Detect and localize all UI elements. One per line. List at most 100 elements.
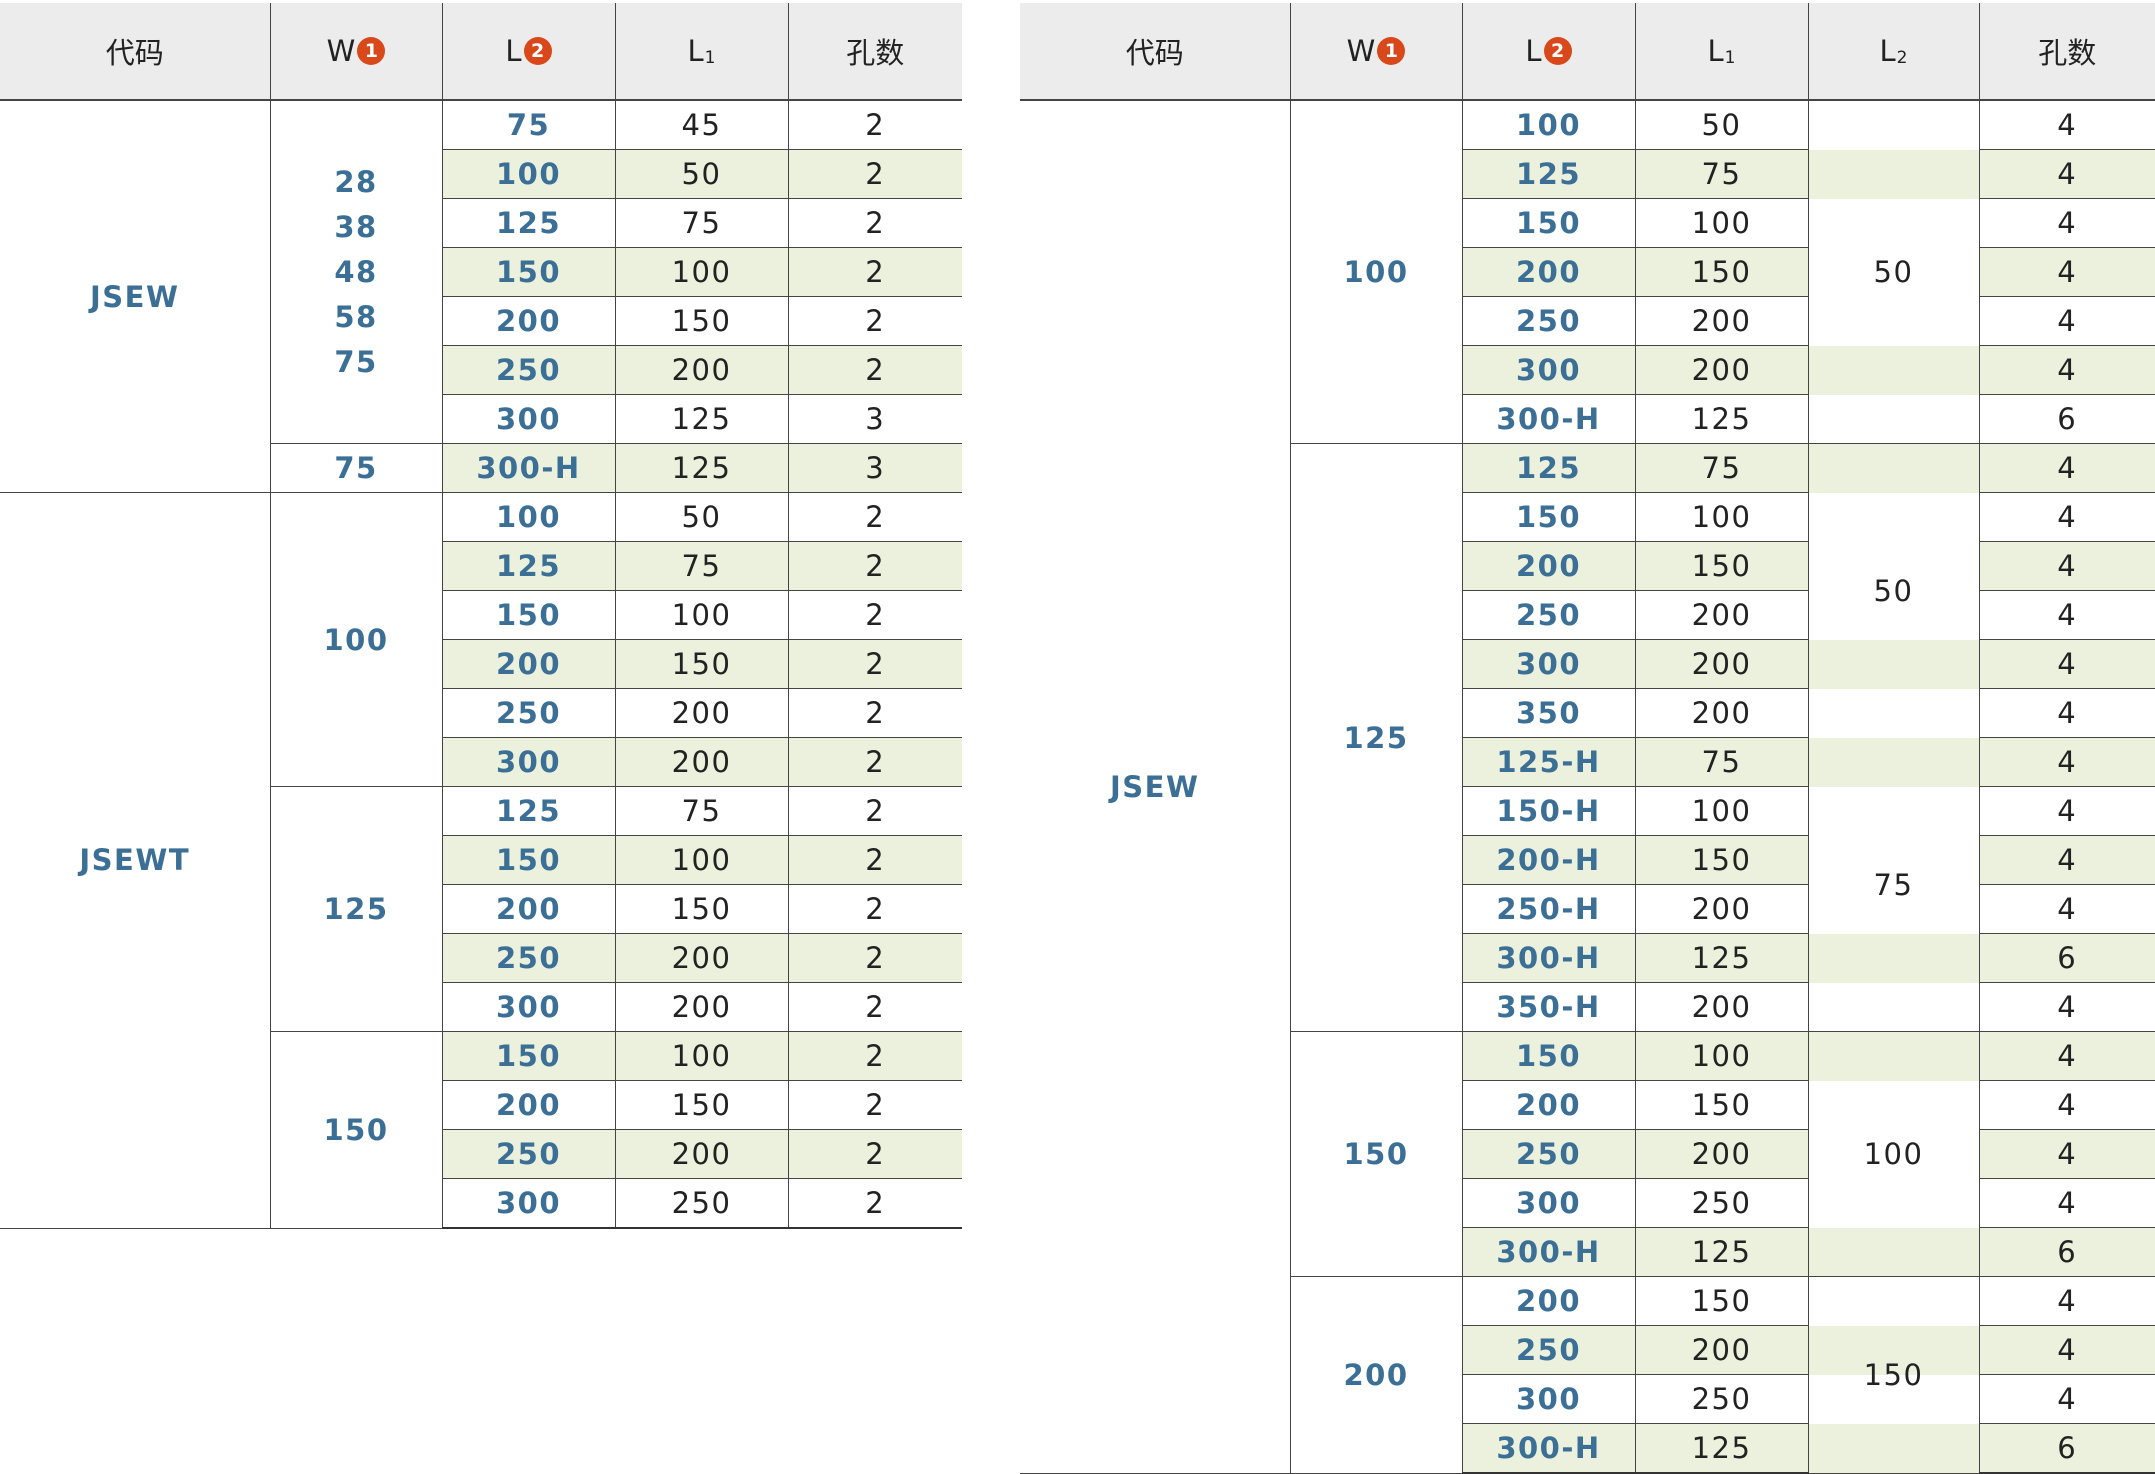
table-row: 300 200 2 xyxy=(0,982,962,1032)
code-cell: JSEW xyxy=(1020,100,1291,1474)
w-cell: 100 xyxy=(270,492,443,787)
table-row: 200 150 2 xyxy=(0,296,962,346)
l-cell: 250 xyxy=(1462,296,1636,346)
l-cell: 250 xyxy=(442,345,616,395)
l2-cell xyxy=(1808,1031,1980,1081)
holes-cell: 4 xyxy=(1979,590,2155,640)
l-cell: 125 xyxy=(1462,443,1636,493)
l-cell: 200 xyxy=(1462,541,1636,591)
holes-cell: 4 xyxy=(1979,541,2155,591)
l2-cell xyxy=(1808,982,1980,1032)
table-row: 125 125 75 2 xyxy=(0,786,962,1032)
l1-cell: 250 xyxy=(1635,1178,1809,1228)
holes-cell: 2 xyxy=(788,541,962,591)
holes-cell: 4 xyxy=(1979,1276,2155,1326)
table-row: 100 50 2 xyxy=(0,149,962,199)
holes-cell: 4 xyxy=(1979,296,2155,346)
l2-cell xyxy=(1808,1374,1980,1424)
table-row: 75 300-H 125 3 xyxy=(0,443,962,493)
l1-cell: 100 xyxy=(615,835,789,885)
table-row: 150 100 4 xyxy=(1020,198,2155,248)
l-cell: 100 xyxy=(442,149,616,199)
table-row: 250 200 2 xyxy=(0,688,962,738)
holes-cell: 2 xyxy=(788,100,962,150)
l2-cell xyxy=(1808,1227,1980,1277)
holes-cell: 4 xyxy=(1979,492,2155,542)
l2-cell xyxy=(1808,737,1980,787)
l-cell: 250 xyxy=(442,933,616,983)
table-row: 150 100 2 xyxy=(0,247,962,297)
table-row: 350-H 200 4 xyxy=(1020,982,2155,1032)
holes-cell: 4 xyxy=(1979,786,2155,836)
l-cell: 100 xyxy=(442,492,616,542)
l1-cell: 100 xyxy=(615,1031,789,1081)
holes-cell: 2 xyxy=(788,1129,962,1179)
table-row: 250 200 2 xyxy=(0,1129,962,1179)
l1-cell: 100 xyxy=(1635,786,1809,836)
l1-cell: 200 xyxy=(1635,1325,1809,1375)
holes-cell: 6 xyxy=(1979,1423,2155,1474)
l2-cell xyxy=(1808,1178,1980,1228)
l-cell: 300-H xyxy=(442,443,616,493)
l-cell: 250 xyxy=(1462,1325,1636,1375)
l1-cell: 50 xyxy=(615,149,789,199)
holes-cell: 4 xyxy=(1979,1080,2155,1130)
holes-cell: 2 xyxy=(788,345,962,395)
l-cell: 150 xyxy=(1462,198,1636,248)
code-cell: JSEWT xyxy=(0,492,271,1229)
header-l1: L1 xyxy=(1635,3,1809,101)
l-cell: 125-H xyxy=(1462,737,1636,787)
l1-cell: 125 xyxy=(1635,1423,1809,1474)
l-cell: 250 xyxy=(442,688,616,738)
holes-cell: 6 xyxy=(1979,394,2155,444)
holes-cell: 2 xyxy=(788,1080,962,1130)
l-cell: 125 xyxy=(442,786,616,836)
l1-cell: 200 xyxy=(1635,982,1809,1032)
l1-cell: 100 xyxy=(615,590,789,640)
l1-cell: 125 xyxy=(1635,394,1809,444)
holes-cell: 4 xyxy=(1979,100,2155,150)
holes-cell: 2 xyxy=(788,688,962,738)
l2-cell xyxy=(1808,933,1980,983)
l-cell: 250 xyxy=(1462,1129,1636,1179)
l1-cell: 150 xyxy=(1635,247,1809,297)
l2-cell xyxy=(1808,492,1980,542)
holes-cell: 2 xyxy=(788,737,962,787)
l-cell: 150 xyxy=(442,247,616,297)
l-cell: 300-H xyxy=(1462,1227,1636,1277)
circle-2-badge: 2 xyxy=(523,37,552,65)
table-row: 125 75 2 xyxy=(0,198,962,248)
table-row: 300 200 2 xyxy=(0,737,962,787)
l1-cell: 150 xyxy=(615,639,789,689)
w-cell: 150 xyxy=(1290,1031,1463,1277)
table-row: 250 200 4 xyxy=(1020,590,2155,640)
holes-cell: 2 xyxy=(788,786,962,836)
l1-cell: 125 xyxy=(615,443,789,493)
table-row: 125 75 4 xyxy=(1020,149,2155,199)
l1-cell: 200 xyxy=(615,1129,789,1179)
table-row: 300 200 4 xyxy=(1020,639,2155,689)
l2-cell xyxy=(1808,1080,1980,1130)
w-cell: 200 xyxy=(1290,1276,1463,1474)
l-cell: 300-H xyxy=(1462,1423,1636,1474)
holes-cell: 3 xyxy=(788,443,962,493)
l-cell: 150 xyxy=(442,1031,616,1081)
l1-cell: 100 xyxy=(1635,1031,1809,1081)
l1-cell: 150 xyxy=(615,1080,789,1130)
l1-cell: 100 xyxy=(1635,198,1809,248)
l-cell: 250 xyxy=(1462,590,1636,640)
table-row: 300-H 125 6 xyxy=(1020,394,2155,444)
l2-cell xyxy=(1808,786,1980,836)
holes-cell: 4 xyxy=(1979,443,2155,493)
l-cell: 300 xyxy=(442,1178,616,1229)
l1-cell: 200 xyxy=(1635,639,1809,689)
holes-cell: 2 xyxy=(788,982,962,1032)
l-cell: 200-H xyxy=(1462,835,1636,885)
table-row: 150 100 4 xyxy=(1020,492,2155,542)
holes-cell: 6 xyxy=(1979,933,2155,983)
l-cell: 200 xyxy=(442,639,616,689)
table-row: 200 150 4 xyxy=(1020,541,2155,591)
